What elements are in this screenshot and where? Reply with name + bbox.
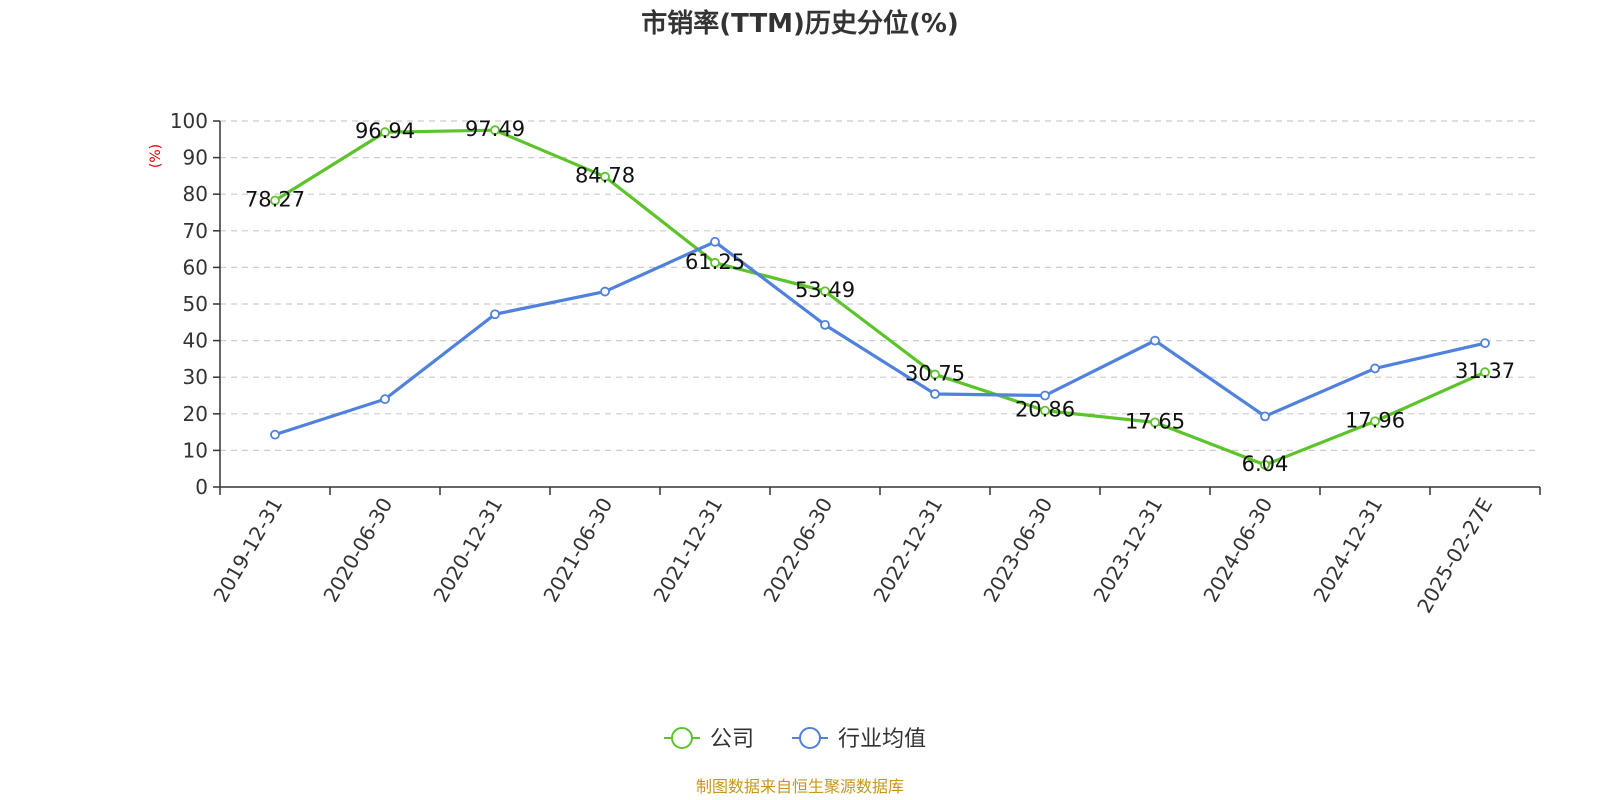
chart-title: 市销率(TTM)历史分位(%) [641, 8, 959, 39]
data-point[interactable] [1480, 338, 1490, 349]
y-tick-label: 20 [183, 402, 208, 426]
y-tick-label: 100 [170, 109, 208, 133]
data-label: 31.37 [1455, 359, 1515, 383]
grid-lines [220, 120, 1540, 451]
data-point[interactable] [600, 171, 610, 182]
x-tick-label: 2025-02-27E [1412, 494, 1497, 618]
data-label: 96.94 [355, 119, 415, 143]
y-axis-label: (%) [148, 144, 164, 168]
y-tick-label: 90 [183, 146, 208, 170]
data-point[interactable] [270, 429, 280, 440]
axes: 0 10 20 30 40 50 60 70 80 90 100 2019-12-31 2020-06-… [170, 109, 1541, 618]
data-label: 97.49 [465, 117, 525, 141]
data-label: 84.78 [575, 164, 635, 188]
y-tick-label: 10 [183, 438, 208, 462]
data-point[interactable] [490, 309, 500, 320]
data-point[interactable] [270, 195, 280, 206]
x-tick-label: 2019-12-31 [208, 494, 287, 607]
data-point[interactable] [1260, 459, 1270, 470]
data-label: 17.65 [1125, 409, 1185, 433]
data-point[interactable] [600, 286, 610, 297]
y-tick-label: 50 [183, 292, 208, 316]
x-tick-label: 2022-06-30 [758, 494, 837, 607]
data-point[interactable] [820, 319, 830, 330]
x-tick-label: 2020-12-31 [428, 494, 507, 607]
x-tick-label: 2024-06-30 [1198, 494, 1277, 607]
x-tick-label: 2021-12-31 [648, 494, 727, 607]
data-point[interactable] [1480, 367, 1490, 378]
data-point[interactable] [930, 369, 940, 380]
y-tick-label: 70 [183, 219, 208, 243]
data-point[interactable] [710, 236, 720, 247]
legend-label[interactable]: 公司 [710, 727, 754, 752]
y-tick-label: 80 [183, 182, 208, 206]
series-line-company [274, 128, 1486, 467]
data-label: 6.04 [1242, 452, 1289, 476]
data-point[interactable] [930, 389, 940, 399]
data-label: 20.86 [1015, 398, 1075, 422]
y-tick-label: 0 [195, 475, 208, 499]
legend-marker-icon [671, 727, 693, 749]
data-label: 53.49 [795, 278, 855, 302]
source-note: 制图数据来自恒生聚源数据库 [696, 777, 904, 796]
data-label: 78.27 [245, 188, 305, 212]
y-tick-label: 40 [183, 329, 208, 353]
data-point[interactable] [1150, 335, 1160, 346]
y-tick-label: 30 [183, 365, 208, 389]
x-tick-label: 2024-12-31 [1308, 494, 1387, 607]
data-label: 30.75 [905, 361, 965, 385]
data-point[interactable] [820, 286, 830, 297]
data-point[interactable] [1370, 363, 1380, 374]
data-point[interactable] [380, 127, 390, 138]
data-labels: 78.27 96.94 97.49 84.78 61.25 53.49 30.75 20.86… [245, 117, 1515, 476]
x-tick-label: 2023-06-30 [978, 494, 1057, 607]
series-lines [270, 125, 1490, 470]
data-point[interactable] [380, 394, 390, 405]
x-tick-label: 2020-06-30 [318, 494, 397, 607]
data-point[interactable] [1040, 390, 1050, 401]
series-line-industry-average [274, 240, 1486, 437]
legend-marker-icon [799, 727, 821, 749]
x-tick-label: 2023-12-31 [1088, 494, 1167, 607]
x-tick-label: 2021-06-30 [538, 494, 617, 607]
data-point[interactable] [1150, 417, 1160, 428]
data-point[interactable] [710, 257, 720, 268]
legend-label[interactable]: 行业均值 [838, 727, 926, 752]
data-label: 17.96 [1345, 408, 1405, 432]
data-point[interactable] [490, 125, 500, 136]
data-point[interactable] [1260, 411, 1270, 422]
y-tick-label: 60 [183, 255, 208, 279]
x-tick-label: 2022-12-31 [868, 494, 947, 607]
data-label: 61.25 [685, 250, 745, 274]
data-point[interactable] [1040, 405, 1050, 416]
legend[interactable]: 公司 行业均值 [664, 727, 926, 752]
data-point[interactable] [1370, 416, 1380, 427]
